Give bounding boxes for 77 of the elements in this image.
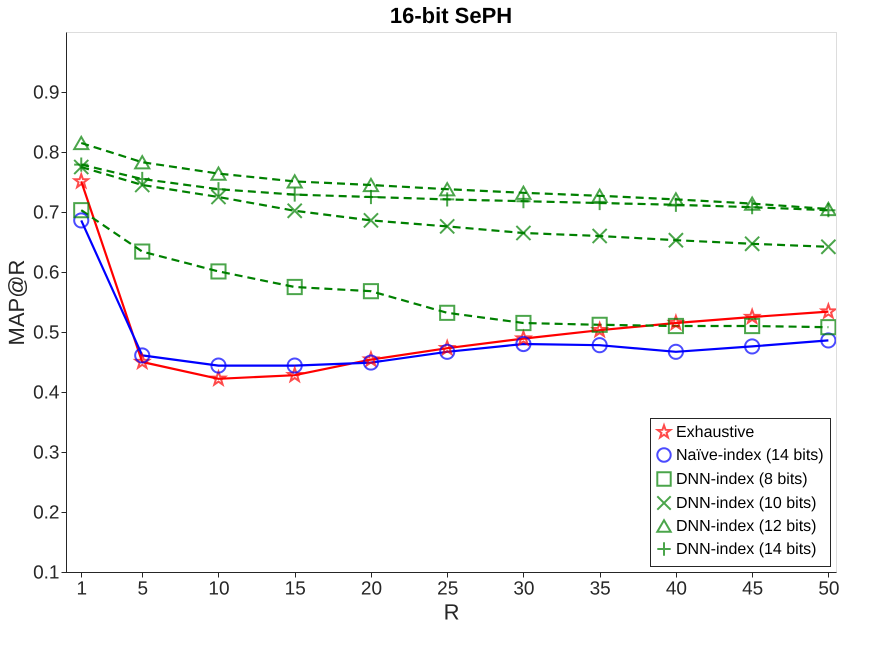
- point: [210, 370, 226, 386]
- point: [744, 196, 760, 211]
- point: [744, 236, 760, 252]
- legend-label: Exhaustive: [676, 424, 754, 441]
- point: [668, 344, 684, 360]
- point: [744, 338, 760, 354]
- point: [73, 202, 90, 218]
- point: [439, 304, 456, 321]
- point: [134, 354, 150, 369]
- point: [668, 314, 684, 330]
- point: [592, 337, 608, 354]
- x-tick-label: 45: [742, 578, 764, 600]
- point: [286, 358, 303, 374]
- point: [515, 314, 532, 332]
- point: [820, 319, 836, 336]
- point: [134, 347, 150, 364]
- point: [286, 202, 303, 219]
- x-tick-label: 25: [437, 578, 458, 600]
- point: [210, 358, 227, 374]
- point: [515, 336, 532, 352]
- legend-label: DNN-index (10 bits): [676, 495, 816, 512]
- point: [744, 308, 760, 324]
- point: [362, 283, 380, 300]
- x-axis-title: R: [444, 600, 460, 624]
- x-tick-label: 5: [137, 578, 148, 600]
- y-axis-title: MAP@R: [4, 260, 30, 346]
- point: [134, 244, 150, 260]
- point: [362, 212, 380, 228]
- point: [210, 166, 227, 181]
- chart-title: 16-bit SePH: [390, 3, 512, 28]
- y-tick-label: 0.5: [33, 322, 60, 344]
- x-tick-label: 35: [590, 578, 611, 600]
- legend-label: DNN-index (14 bits): [676, 541, 816, 558]
- point: [286, 278, 303, 296]
- y-tick-label: 0.2: [33, 502, 60, 524]
- point: [515, 186, 532, 200]
- y-tick-label: 0.1: [33, 562, 60, 584]
- point: [286, 367, 302, 382]
- y-tick-label: 0.3: [33, 442, 60, 464]
- point: [515, 224, 532, 242]
- legend-label: Naïve-index (14 bits): [676, 447, 824, 464]
- x-tick-label: 30: [513, 578, 534, 600]
- x-tick-label: 40: [666, 578, 687, 600]
- legend-label: DNN-index (8 bits): [676, 471, 808, 488]
- x-tick-label: 10: [208, 578, 230, 600]
- point: [439, 340, 455, 355]
- point: [668, 318, 684, 334]
- point: [592, 316, 608, 333]
- point: [592, 188, 608, 203]
- y-tick-label: 0.6: [33, 262, 60, 284]
- y-tick-label: 0.8: [33, 142, 60, 164]
- point: [820, 238, 836, 255]
- point: [362, 354, 380, 371]
- point: [592, 228, 608, 244]
- point: [134, 155, 150, 170]
- x-tick-label: 15: [284, 578, 306, 600]
- point: [439, 218, 456, 234]
- point: [592, 322, 608, 337]
- point: [73, 212, 90, 228]
- point: [286, 174, 303, 189]
- y-tick-label: 0.4: [33, 382, 60, 404]
- point: [210, 263, 227, 280]
- point: [668, 232, 684, 248]
- legend-label: DNN-index (12 bits): [676, 518, 816, 535]
- point: [439, 182, 456, 196]
- point: [439, 344, 456, 360]
- point: [74, 173, 89, 188]
- point: [744, 318, 760, 334]
- x-tick-label: 1: [76, 578, 88, 600]
- point: [668, 192, 684, 207]
- x-tick-label: 20: [360, 578, 382, 600]
- x-tick-label: 50: [818, 578, 840, 600]
- point: [73, 136, 90, 150]
- point: [820, 332, 836, 348]
- y-tick-label: 0.9: [33, 82, 60, 104]
- y-tick-label: 0.7: [33, 202, 60, 224]
- point: [362, 178, 380, 192]
